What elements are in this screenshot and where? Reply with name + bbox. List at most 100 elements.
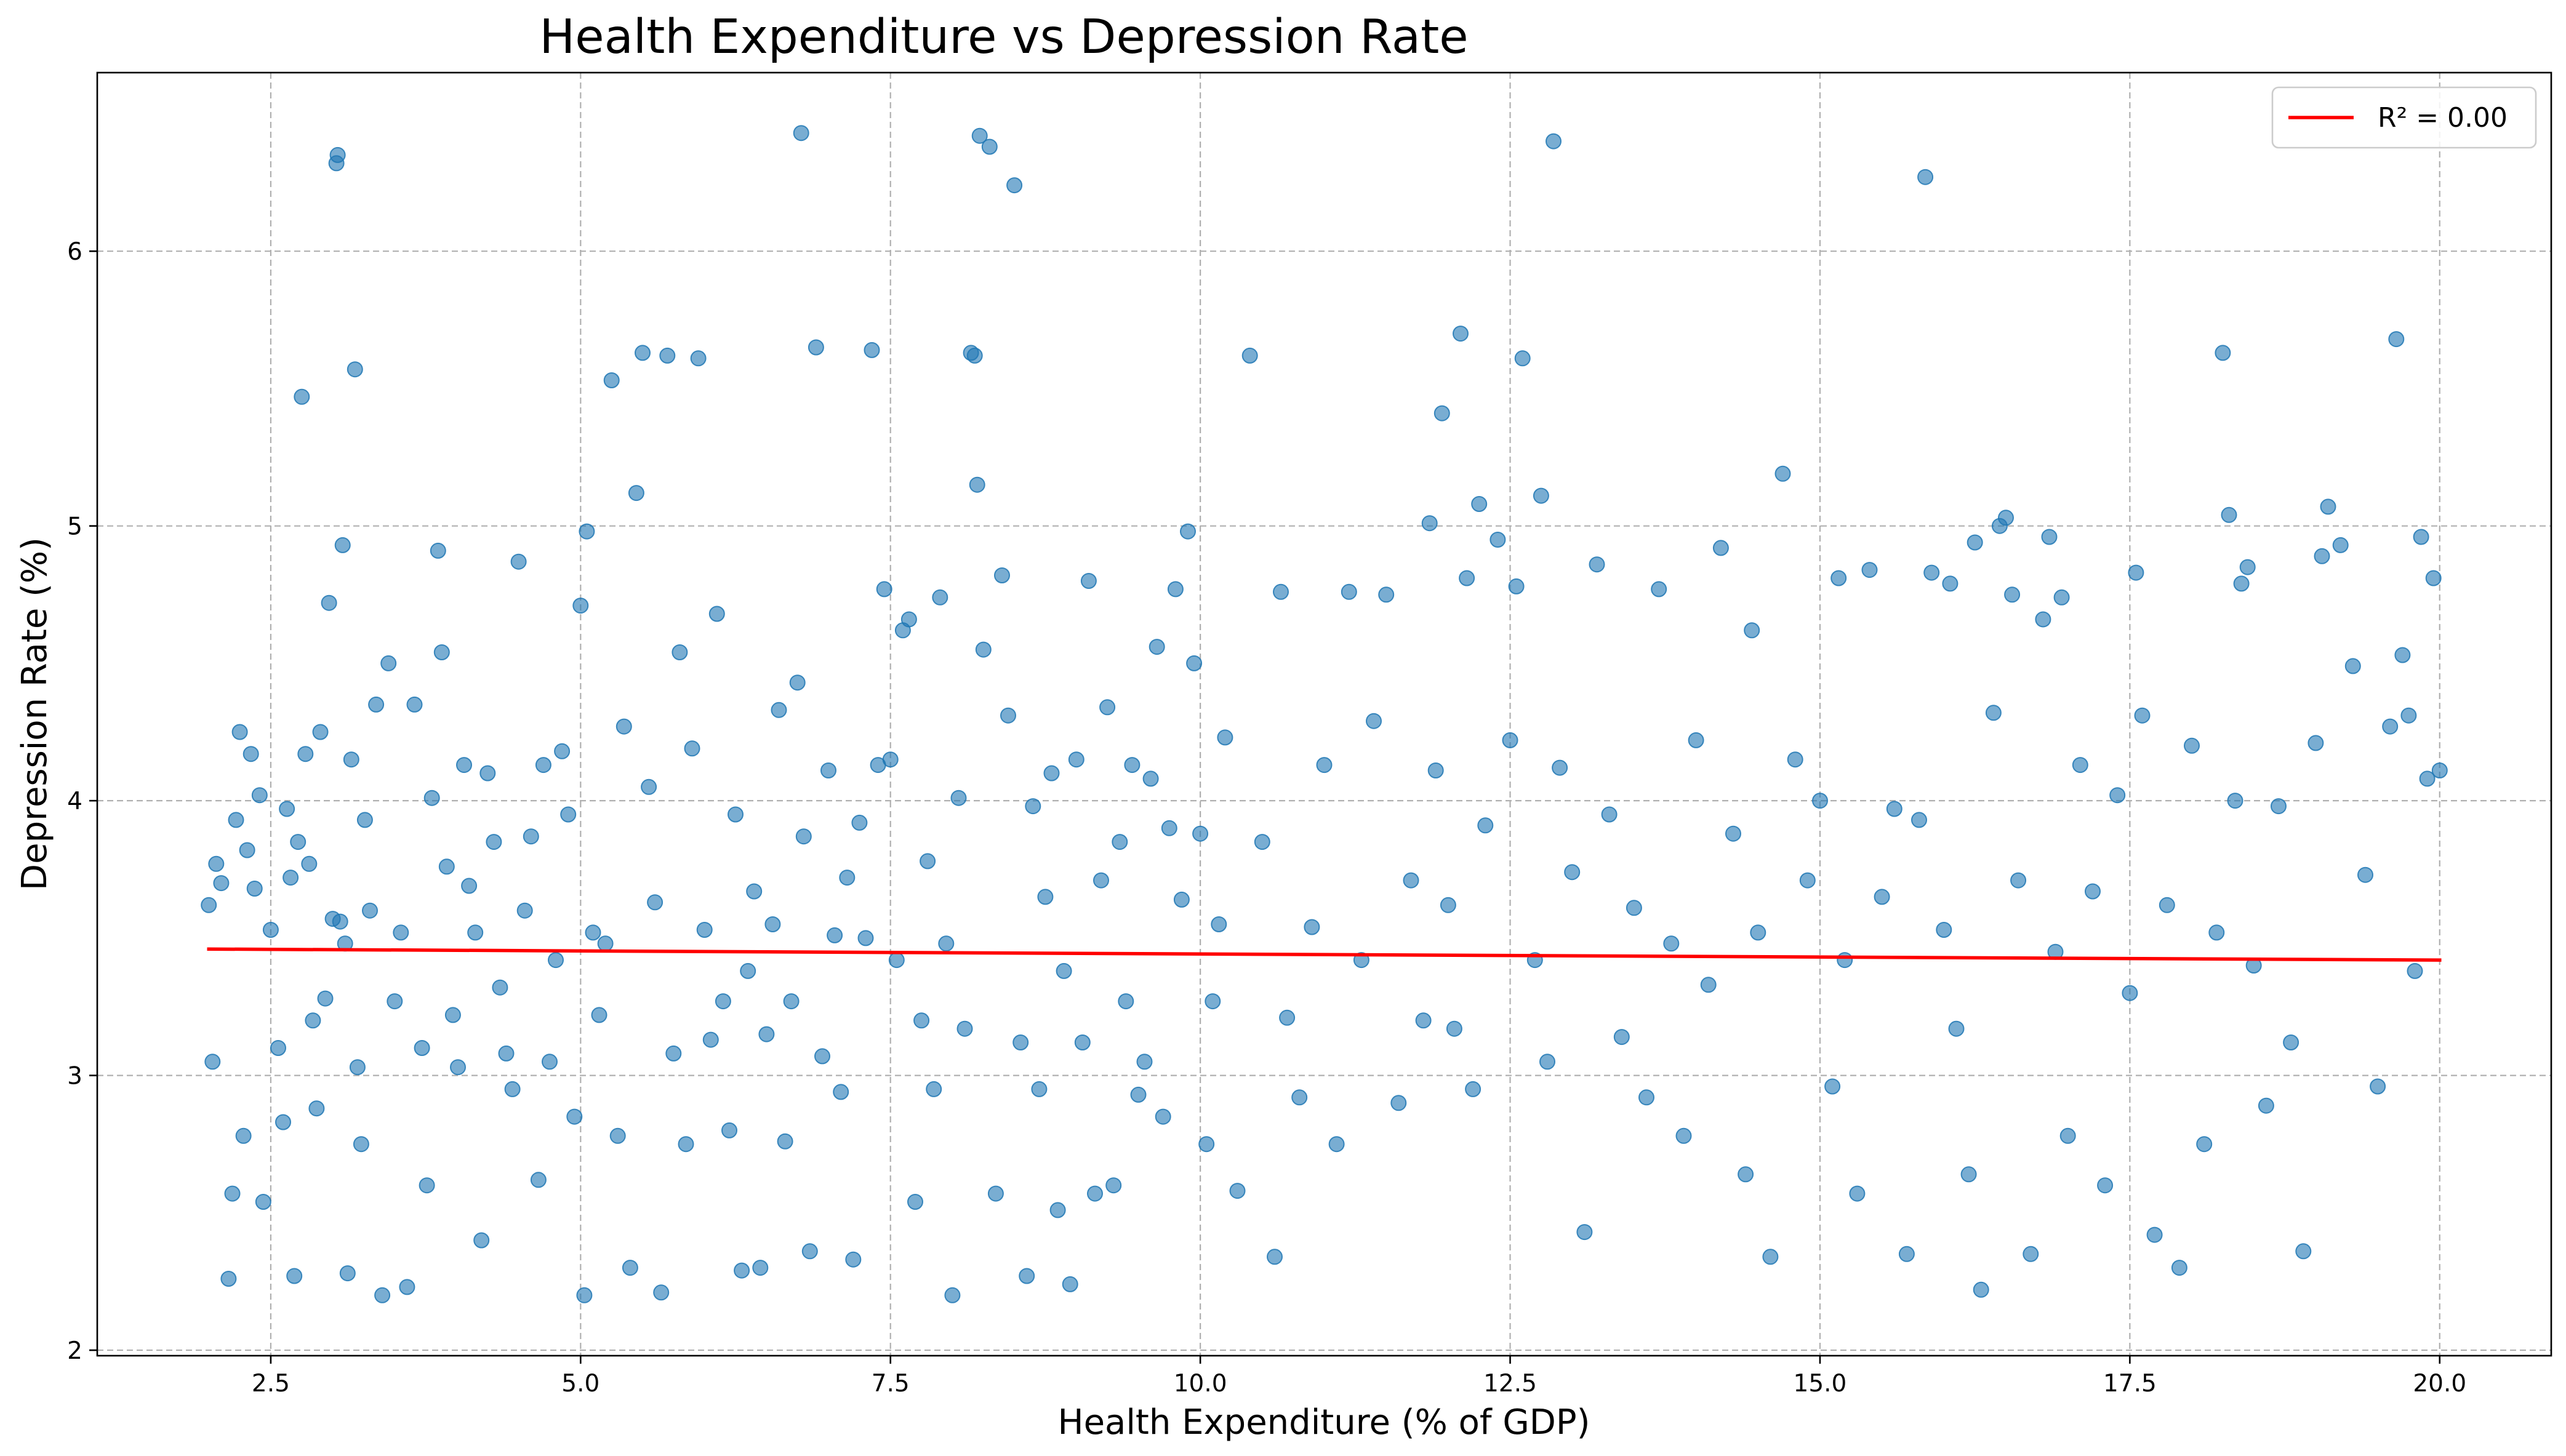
data-point	[317, 990, 334, 1007]
data-point	[801, 1243, 818, 1260]
data-point	[362, 902, 378, 919]
data-point	[653, 1284, 670, 1301]
data-point	[1576, 1224, 1593, 1241]
data-point	[2320, 498, 2336, 515]
data-point	[752, 1260, 769, 1276]
data-point	[746, 883, 763, 900]
data-point	[1328, 1136, 1345, 1153]
data-point	[1093, 872, 1109, 889]
data-point	[1049, 1202, 1066, 1218]
data-point	[876, 581, 892, 598]
data-point	[1948, 1020, 1965, 1037]
data-point	[387, 993, 403, 1010]
data-point	[239, 842, 255, 858]
data-point	[334, 537, 351, 553]
data-point	[1130, 1086, 1147, 1103]
data-point	[308, 1100, 325, 1117]
data-point	[820, 762, 836, 778]
data-point	[2122, 985, 2138, 1001]
data-point	[938, 935, 955, 952]
data-point	[1421, 515, 1438, 532]
data-point	[845, 1251, 862, 1268]
data-point	[1824, 1078, 1841, 1095]
data-point	[1874, 889, 1890, 905]
x-tick-label: 5.0	[561, 1370, 599, 1398]
data-point	[932, 589, 948, 606]
data-point	[1564, 864, 1581, 881]
data-point	[721, 1122, 737, 1138]
data-point	[900, 611, 917, 628]
data-point	[579, 523, 595, 540]
data-point	[2085, 883, 2101, 900]
data-point	[1025, 798, 1041, 815]
x-tick-label: 17.5	[2103, 1370, 2157, 1398]
data-point	[1186, 655, 1203, 671]
data-point	[1812, 793, 1828, 809]
data-point	[793, 125, 809, 142]
data-point	[907, 1194, 923, 1210]
data-point	[275, 1114, 291, 1130]
data-point	[981, 138, 998, 155]
data-point	[1043, 765, 1060, 782]
data-point	[888, 952, 905, 969]
y-axis-label: Depression Rate (%)	[15, 537, 55, 890]
data-point	[585, 924, 601, 941]
data-point	[2053, 589, 2070, 606]
data-point	[1546, 133, 1562, 150]
data-point	[684, 740, 700, 757]
data-point	[808, 339, 824, 356]
data-point	[2227, 793, 2243, 809]
data-point	[1725, 825, 1741, 842]
data-point	[987, 1185, 1004, 1202]
data-point	[1539, 1054, 1555, 1070]
data-point	[329, 146, 346, 163]
data-point	[591, 1007, 607, 1023]
data-point	[971, 127, 988, 144]
data-point	[2425, 570, 2442, 586]
data-point	[1613, 1029, 1630, 1046]
data-point	[262, 922, 279, 938]
trend-line	[207, 947, 2442, 962]
data-point	[2072, 757, 2088, 774]
data-point	[1415, 1012, 1432, 1029]
data-point	[2258, 1097, 2274, 1114]
data-point	[231, 724, 248, 740]
data-point	[2314, 548, 2330, 564]
data-point	[1136, 1054, 1153, 1070]
data-point	[566, 1108, 583, 1125]
data-point	[1180, 523, 1196, 540]
data-point	[2208, 924, 2225, 941]
data-point	[530, 1172, 547, 1188]
data-point	[473, 1232, 490, 1249]
data-point	[343, 751, 359, 768]
data-point	[690, 350, 707, 367]
data-point	[2233, 575, 2250, 592]
data-point	[208, 855, 225, 872]
data-point	[542, 1054, 558, 1070]
data-point	[399, 1279, 415, 1295]
data-point	[956, 1020, 973, 1037]
x-tick-label: 12.5	[1483, 1370, 1537, 1398]
x-tick-label: 10.0	[1174, 1370, 1227, 1398]
data-point	[615, 718, 632, 735]
data-point	[349, 1059, 366, 1076]
data-point	[975, 641, 992, 658]
data-point	[1316, 757, 1333, 774]
data-point	[1217, 729, 1233, 746]
data-point	[715, 993, 731, 1010]
data-point	[286, 1268, 303, 1284]
data-point	[2004, 586, 2021, 603]
data-point	[1142, 770, 1159, 787]
scatter-points	[201, 125, 2448, 1303]
data-point	[1105, 1177, 1122, 1194]
data-point	[516, 902, 533, 919]
data-point	[2010, 872, 2027, 889]
y-tick-label: 4	[67, 788, 82, 815]
data-point	[1173, 891, 1190, 908]
data-point	[368, 696, 385, 713]
data-point	[1911, 812, 1927, 828]
data-point	[966, 347, 983, 364]
data-point	[1459, 570, 1475, 586]
data-point	[2023, 1246, 2039, 1262]
